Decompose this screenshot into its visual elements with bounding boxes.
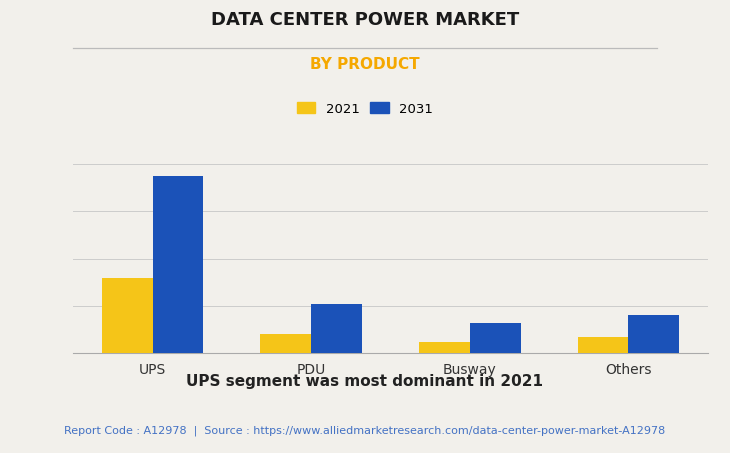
Bar bbox=[470, 323, 520, 353]
Bar bbox=[153, 176, 204, 353]
Text: Report Code : A12978  |  Source : https://www.alliedmarketresearch.com/data-cent: Report Code : A12978 | Source : https://… bbox=[64, 426, 666, 436]
Bar bbox=[311, 304, 362, 353]
Bar bbox=[629, 315, 679, 353]
Text: BY PRODUCT: BY PRODUCT bbox=[310, 57, 420, 72]
Bar bbox=[419, 342, 470, 353]
Text: UPS segment was most dominant in 2021: UPS segment was most dominant in 2021 bbox=[186, 374, 544, 389]
Bar bbox=[577, 337, 629, 353]
Bar bbox=[261, 334, 311, 353]
Bar bbox=[102, 278, 153, 353]
Text: DATA CENTER POWER MARKET: DATA CENTER POWER MARKET bbox=[211, 11, 519, 29]
Legend: 2021, 2031: 2021, 2031 bbox=[291, 97, 439, 121]
